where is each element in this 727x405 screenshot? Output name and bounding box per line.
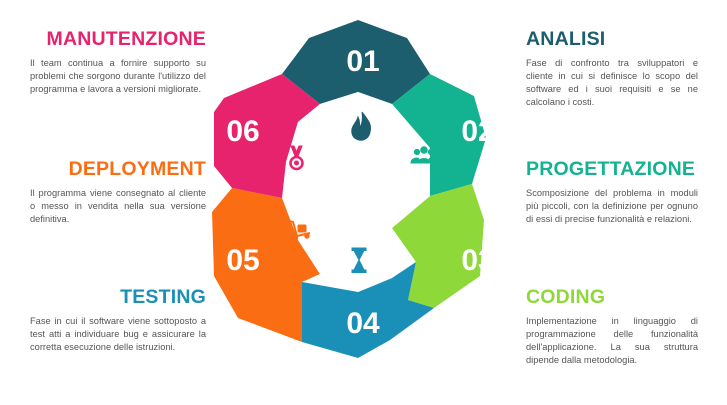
step-description-testing: Fase in cui il software viene sottoposto… bbox=[30, 316, 206, 352]
step-number-05: 05 bbox=[226, 244, 259, 277]
step-description-manutenzione: Il team continua a fornire supporto su p… bbox=[30, 58, 206, 94]
segment-01 bbox=[282, 20, 430, 104]
step-title-analisi: ANALISI bbox=[526, 28, 606, 50]
segment-04 bbox=[296, 262, 434, 358]
step-description-deployment: Il programma viene consegnato al cliente… bbox=[30, 188, 206, 224]
step-description-progettazione: Scomposizione del problema in moduli più… bbox=[526, 188, 698, 224]
center-hexagon bbox=[286, 92, 430, 292]
step-title-deployment: DEPLOYMENT bbox=[68, 158, 206, 180]
segment-02 bbox=[392, 74, 486, 196]
step-title-progettazione: PROGETTAZIONE bbox=[526, 158, 696, 180]
step-number-06: 06 bbox=[226, 115, 259, 148]
step-title-coding: CODING bbox=[526, 286, 606, 308]
medal-icon bbox=[289, 145, 304, 171]
step-block-progettazione: PROGETTAZIONE Scomposizione del problema… bbox=[526, 157, 698, 226]
segment-03 bbox=[392, 184, 484, 308]
team-icon bbox=[410, 146, 438, 164]
step-number-01: 01 bbox=[346, 45, 379, 78]
step-block-testing: TESTING Fase in cui il software viene so… bbox=[30, 285, 206, 354]
step-block-deployment: DEPLOYMENT Il programma viene consegnato… bbox=[30, 157, 206, 226]
segment-06 bbox=[214, 74, 320, 198]
step-number-02: 02 bbox=[461, 115, 494, 148]
step-title-manutenzione: MANUTENZIONE bbox=[46, 28, 206, 50]
hourglass-icon bbox=[351, 247, 367, 273]
step-block-analisi: ANALISI Fase di confronto tra sviluppato… bbox=[526, 27, 698, 109]
step-title-testing: TESTING bbox=[120, 286, 206, 308]
lightbulb-icon bbox=[422, 209, 438, 231]
step-number-03: 03 bbox=[461, 244, 494, 277]
flame-icon bbox=[351, 111, 371, 141]
step-description-coding: Implementazione in linguaggio di program… bbox=[526, 316, 698, 365]
segment-05 bbox=[212, 188, 320, 342]
step-block-manutenzione: MANUTENZIONE Il team continua a fornire … bbox=[30, 27, 206, 96]
step-description-analisi: Fase di confronto tra sviluppatori e cli… bbox=[526, 58, 698, 107]
step-block-coding: CODING Implementazione in linguaggio di … bbox=[526, 285, 698, 367]
step-number-04: 04 bbox=[346, 307, 380, 340]
hand-truck-icon bbox=[287, 220, 311, 242]
